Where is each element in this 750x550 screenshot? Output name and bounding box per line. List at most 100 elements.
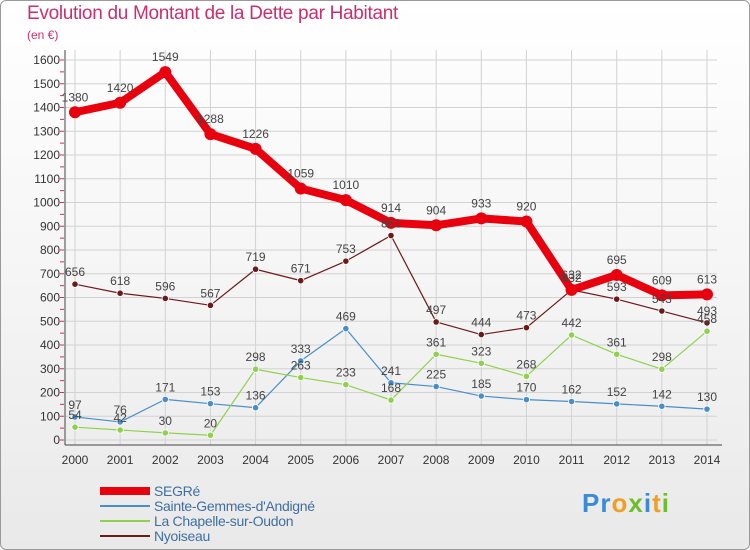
data-label: 1288: [197, 112, 224, 126]
data-point: [432, 318, 440, 326]
logo-letter: r: [600, 488, 612, 518]
data-label: 695: [607, 253, 627, 267]
data-point: [522, 396, 531, 404]
data-label: 225: [426, 368, 446, 382]
data-point: [342, 325, 350, 333]
data-label: 596: [155, 279, 175, 293]
legend-swatch: [100, 535, 150, 537]
x-tick-label: 2013: [649, 453, 676, 467]
x-tick-label: 2011: [559, 453, 585, 467]
legend-label: Nyoiseau: [154, 528, 210, 544]
data-point: [703, 327, 711, 335]
data-point: [116, 289, 124, 297]
x-tick-label: 2007: [378, 453, 405, 467]
x-tick-label: 2002: [152, 453, 179, 467]
y-tick-label: 100: [40, 409, 60, 423]
data-point: [385, 216, 397, 229]
data-point: [339, 194, 352, 207]
y-tick-label: 0: [53, 433, 60, 447]
data-label: 719: [246, 250, 266, 264]
series-lines: [69, 66, 713, 439]
data-label: 1010: [333, 178, 360, 192]
logo-letter: t: [652, 488, 662, 518]
data-point: [206, 301, 215, 309]
data-label: 861: [381, 217, 401, 231]
data-point: [567, 331, 576, 339]
data-label: 130: [697, 390, 717, 404]
data-point: [206, 400, 215, 408]
chart-subtitle: (en €): [27, 28, 59, 42]
y-tick-label: 1200: [33, 148, 60, 162]
data-label: 20: [204, 416, 218, 430]
data-label: 609: [652, 273, 672, 287]
data-labels: 1380 1420 1549 1288 1226 1059 1010 914 904 933 920…: [62, 50, 718, 430]
legend-swatch: [100, 505, 150, 507]
data-label: 1420: [107, 81, 134, 95]
data-label: 613: [697, 272, 717, 286]
data-label: 233: [336, 366, 356, 380]
data-label: 162: [562, 383, 582, 397]
x-tick-label: 2006: [333, 453, 360, 467]
data-label: 1380: [62, 90, 89, 104]
data-label: 171: [155, 380, 175, 394]
data-label: 497: [426, 303, 446, 317]
data-label: 920: [516, 200, 536, 214]
data-label: 442: [562, 316, 582, 330]
data-label: 904: [426, 203, 446, 217]
y-tick-label: 400: [40, 338, 60, 352]
data-label: 914: [381, 201, 401, 215]
data-label: 323: [471, 344, 491, 358]
data-point: [658, 365, 666, 373]
data-point: [251, 265, 260, 273]
legend-label: SEGRé: [154, 483, 200, 499]
data-label: 185: [471, 377, 491, 391]
data-point: [114, 96, 127, 109]
data-point: [475, 212, 488, 225]
data-point: [387, 379, 395, 387]
data-point: [116, 426, 124, 434]
x-tick-label: 2000: [62, 453, 89, 467]
data-point: [520, 215, 533, 228]
logo-letter: i: [643, 488, 653, 518]
data-label: 632: [562, 268, 582, 282]
data-point: [71, 280, 79, 288]
data-point: [658, 402, 666, 410]
logo-letter: i: [661, 488, 670, 518]
x-tick-label: 2004: [242, 453, 269, 467]
data-label: 361: [607, 335, 627, 349]
y-tick-label: 700: [40, 267, 60, 281]
data-label: 168: [381, 381, 401, 395]
x-tick-label: 2012: [603, 453, 630, 467]
y-tick-label: 900: [40, 219, 60, 233]
y-tick-label: 500: [40, 314, 60, 328]
data-point: [387, 231, 395, 240]
data-point: [204, 128, 217, 141]
data-label: 1549: [152, 50, 179, 64]
data-point: [71, 423, 79, 431]
legend-label: Sainte-Gemmes-d'Andigné: [154, 498, 315, 514]
data-label: 458: [697, 312, 717, 326]
data-point: [116, 418, 124, 426]
data-point: [342, 257, 350, 265]
data-point: [610, 268, 623, 281]
data-label: 593: [607, 280, 627, 294]
data-label: 1226: [242, 127, 269, 141]
data-point: [477, 359, 485, 367]
logo-letter: x: [628, 488, 644, 518]
data-point: [297, 357, 305, 365]
y-tick-label: 1000: [33, 196, 60, 210]
data-point: [703, 405, 711, 413]
data-label: 241: [381, 364, 401, 378]
y-tick-label: 600: [40, 291, 60, 305]
data-label: 444: [471, 316, 491, 330]
proxiti-logo: Proxiti: [582, 488, 670, 519]
data-label: 1059: [287, 166, 314, 180]
data-point: [701, 288, 713, 301]
data-point: [522, 324, 531, 332]
logo-letter: o: [611, 488, 629, 518]
y-tick-label: 1300: [33, 124, 60, 138]
x-tick-label: 2010: [513, 453, 540, 467]
data-point: [477, 392, 485, 400]
data-label: 469: [336, 310, 356, 324]
